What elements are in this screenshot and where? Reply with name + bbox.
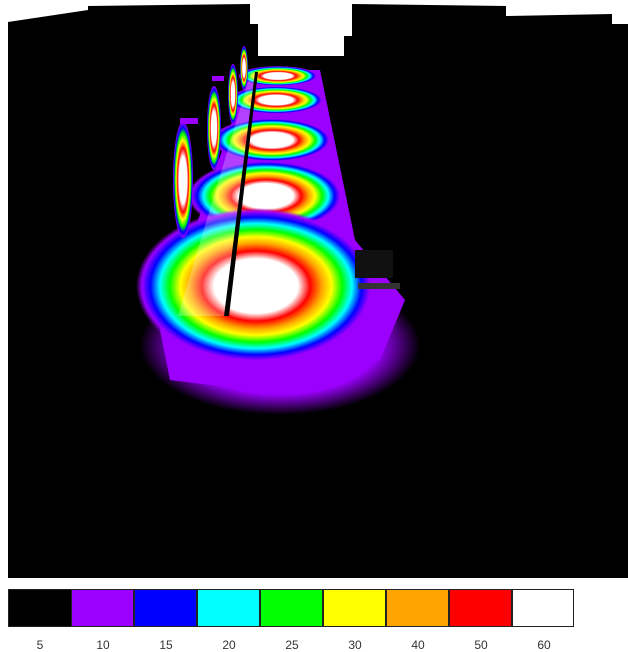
legend-label: 30 xyxy=(348,638,362,652)
legend-label: 10 xyxy=(96,638,110,652)
heatmap-render xyxy=(8,4,628,578)
legend-swatch xyxy=(512,589,574,627)
color-legend xyxy=(8,589,574,629)
legend-label: 15 xyxy=(159,638,173,652)
legend-swatch xyxy=(8,589,72,627)
legend-label: 5 xyxy=(36,638,44,652)
legend-label: 50 xyxy=(474,638,488,652)
legend-swatch xyxy=(260,589,323,627)
legend-swatch xyxy=(197,589,260,627)
legend-label: 25 xyxy=(285,638,299,652)
legend-label: 40 xyxy=(411,638,425,652)
legend-swatch xyxy=(71,589,134,627)
legend-swatch xyxy=(386,589,449,627)
legend-swatch xyxy=(323,589,386,627)
legend-label: 60 xyxy=(537,638,551,652)
legend-swatch xyxy=(134,589,197,627)
legend-swatch xyxy=(449,589,512,627)
legend-label: 20 xyxy=(222,638,236,652)
